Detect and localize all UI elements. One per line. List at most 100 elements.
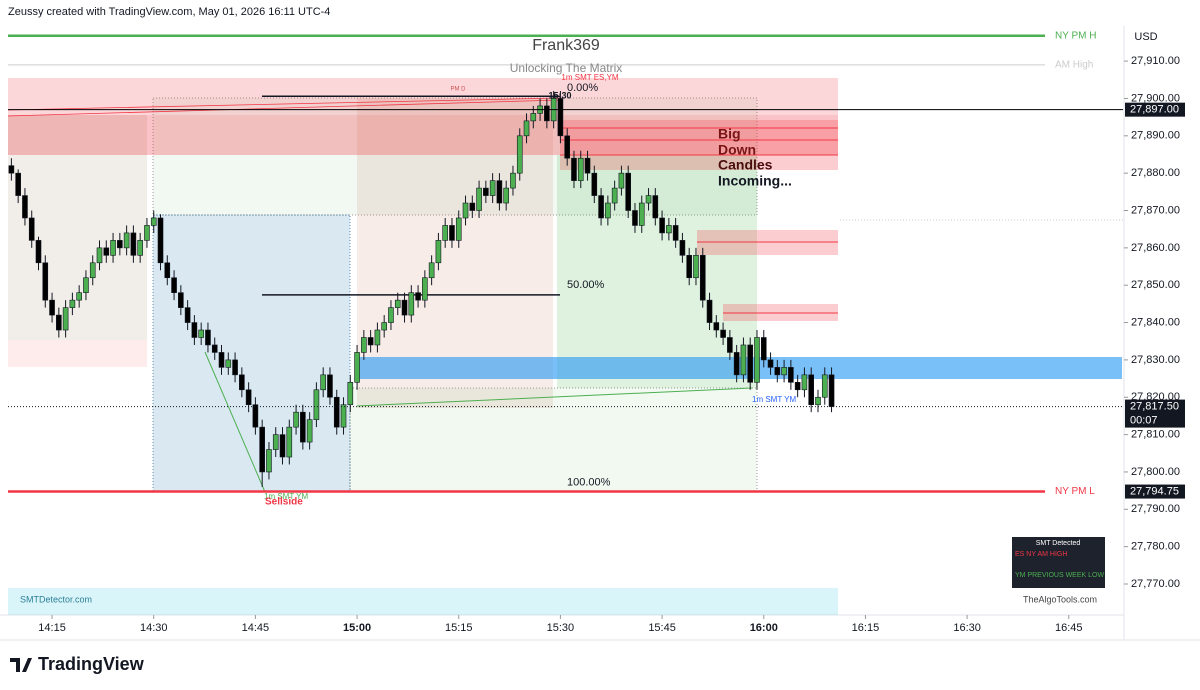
level-name: NY PM H bbox=[1055, 30, 1097, 41]
candle-body bbox=[110, 240, 116, 256]
zone bbox=[349, 387, 758, 493]
x-tick-label: 16:45 bbox=[1055, 622, 1083, 634]
candle-body bbox=[645, 195, 652, 204]
candle-body bbox=[191, 322, 198, 338]
y-tick-label: 27,780.00 bbox=[1131, 541, 1180, 553]
candle-body bbox=[740, 344, 747, 376]
x-tick-label: 16:15 bbox=[852, 622, 880, 634]
candle-body bbox=[171, 277, 177, 293]
candle-body bbox=[462, 202, 469, 219]
trend-line bbox=[7, 99, 561, 117]
candle-body bbox=[266, 449, 272, 473]
candle-body bbox=[821, 374, 828, 398]
y-tick-label: 27,910.00 bbox=[1131, 55, 1180, 67]
candle-body bbox=[408, 292, 415, 316]
candle-body bbox=[327, 374, 333, 398]
chart-title: Frank369 bbox=[532, 37, 600, 54]
candle-body bbox=[442, 225, 448, 241]
candle-body bbox=[788, 367, 794, 383]
candle-body bbox=[96, 247, 103, 264]
smt-table bbox=[1012, 537, 1105, 588]
price-tag bbox=[1125, 102, 1185, 117]
candle-body bbox=[638, 202, 645, 226]
level-name: AM High bbox=[1055, 59, 1093, 70]
candle-body bbox=[42, 262, 49, 301]
candle-body bbox=[659, 217, 665, 234]
annotation: SMTDetector.com bbox=[20, 594, 92, 604]
candle-body bbox=[62, 307, 69, 331]
candle-body bbox=[218, 352, 225, 368]
candle-body bbox=[354, 352, 360, 383]
price-tag-label: 27,794.75 bbox=[1130, 485, 1179, 497]
candle-body bbox=[808, 374, 815, 406]
candle-body bbox=[591, 172, 598, 196]
annotation: 1m SMT YM bbox=[264, 492, 308, 501]
candle-body bbox=[69, 299, 76, 308]
candle-body bbox=[666, 225, 672, 234]
candle-body bbox=[652, 195, 659, 219]
y-tick-label: 27,900.00 bbox=[1131, 92, 1180, 104]
zone bbox=[557, 155, 757, 388]
candle-body bbox=[22, 195, 28, 219]
x-tick-label: 16:00 bbox=[750, 622, 778, 634]
candle-body bbox=[56, 314, 62, 331]
annotation: Incoming... bbox=[718, 173, 792, 189]
candle-body bbox=[381, 322, 387, 331]
candle-body bbox=[367, 337, 374, 346]
candle-body bbox=[760, 337, 767, 361]
candle-body bbox=[103, 247, 110, 256]
candle-body bbox=[306, 419, 313, 443]
zone bbox=[357, 357, 1122, 379]
logo bbox=[10, 658, 32, 672]
candle-body bbox=[686, 255, 693, 279]
candle-body bbox=[706, 299, 713, 323]
annotation: PM D bbox=[451, 87, 467, 93]
candle-body bbox=[225, 359, 232, 368]
annotation: 1m SMT YM bbox=[752, 395, 796, 404]
candle-body bbox=[394, 299, 401, 308]
candle-body bbox=[252, 404, 259, 428]
candle-body bbox=[449, 225, 455, 241]
x-tick-label: 14:30 bbox=[140, 622, 168, 634]
x-tick-label: 14:15 bbox=[38, 622, 66, 634]
candle-body bbox=[286, 426, 293, 458]
candle-body bbox=[727, 337, 733, 353]
candle-body bbox=[679, 240, 686, 256]
candle-body bbox=[157, 217, 164, 264]
candle-body bbox=[794, 382, 801, 391]
table-row: ES NY AM HIGH bbox=[1015, 551, 1067, 558]
candle-body bbox=[530, 113, 537, 122]
y-tick-label: 27,890.00 bbox=[1131, 130, 1180, 142]
annotation: 15:30 bbox=[548, 90, 571, 100]
zone bbox=[8, 340, 147, 367]
candle-body bbox=[245, 389, 252, 406]
candle-body bbox=[496, 180, 503, 204]
y-tick-label: 27,860.00 bbox=[1131, 242, 1180, 254]
candle-body bbox=[313, 389, 320, 420]
candle-body bbox=[333, 396, 340, 428]
candle-body bbox=[476, 187, 482, 211]
candle-body bbox=[15, 172, 21, 196]
candle-body bbox=[618, 172, 625, 189]
candle-body bbox=[361, 337, 367, 353]
y-tick-label: 27,770.00 bbox=[1131, 578, 1180, 590]
candle-body bbox=[401, 299, 408, 316]
candle-body bbox=[754, 337, 760, 383]
level-name: NY PM L bbox=[1055, 486, 1095, 497]
candle-body bbox=[117, 240, 123, 249]
trend-line bbox=[204, 351, 266, 493]
candle-body bbox=[347, 382, 354, 406]
candle-body bbox=[510, 172, 516, 189]
candle-body bbox=[388, 307, 394, 323]
candle-body bbox=[503, 187, 509, 204]
candle-body bbox=[137, 240, 143, 256]
candle-body bbox=[28, 217, 35, 241]
y-tick-label: 27,800.00 bbox=[1131, 466, 1180, 478]
y-tick-label: 27,810.00 bbox=[1131, 429, 1180, 441]
chart-subtitle: Unlocking The Matrix bbox=[510, 61, 623, 75]
candle-body bbox=[415, 292, 421, 301]
candle-body bbox=[293, 411, 299, 428]
countdown: 00:07 bbox=[1130, 414, 1158, 426]
candle-body bbox=[699, 255, 706, 301]
